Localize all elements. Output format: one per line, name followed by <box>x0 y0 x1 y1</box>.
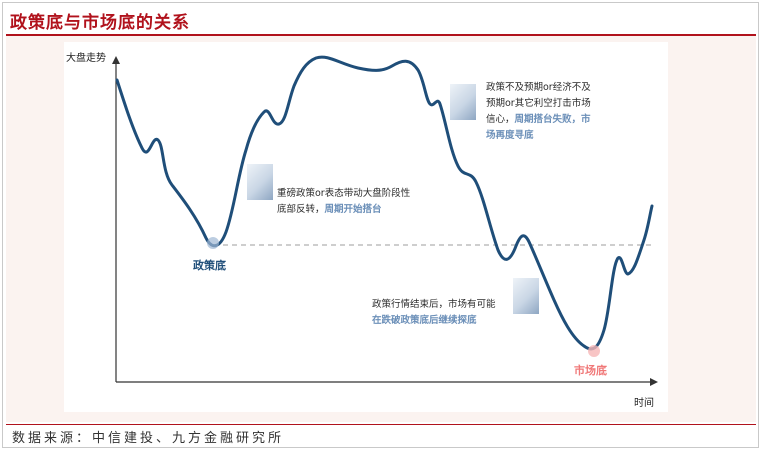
x-axis-arrow <box>650 378 658 386</box>
page-title: 政策底与市场底的关系 <box>10 13 190 33</box>
market-bottom-label: 市场底 <box>574 364 607 377</box>
chart-panel <box>64 42 668 412</box>
annotation-2-marker <box>450 84 476 120</box>
frame <box>2 2 759 448</box>
title-rule <box>6 34 756 36</box>
annotation-1-highlight: 周期开始搭台 <box>324 204 382 215</box>
annotation-2-line3: 信心， <box>486 114 515 125</box>
market-bottom-marker <box>588 345 600 357</box>
annotation-1-line2: 底部反转， <box>277 204 325 215</box>
y-axis-label: 大盘走势 <box>66 53 106 64</box>
annotation-2-line1: 政策不及预期or经济不及 <box>486 82 591 93</box>
annotation-1: 重磅政策or表态带动大盘阶段性 底部反转，周期开始搭台 <box>277 186 410 218</box>
annotation-2-highlight: 周期搭台失败，市 <box>514 114 591 125</box>
annotation-3-highlight: 在跌破政策底后继续探底 <box>372 315 477 326</box>
footer-rule <box>6 424 756 425</box>
x-axis-label: 时间 <box>634 398 654 409</box>
annotation-1-line1: 重磅政策or表态带动大盘阶段性 <box>277 188 411 199</box>
policy-bottom-marker <box>207 237 219 249</box>
policy-bottom-label: 政策底 <box>193 259 226 272</box>
annotation-3-line1: 政策行情结束后，市场有可能 <box>372 299 496 310</box>
annotation-2: 政策不及预期or经济不及 预期or其它利空打击市场 信心，周期搭台失败，市 场再… <box>486 80 591 144</box>
data-source: 数据来源：中信建投、九方金融研究所 <box>12 431 285 446</box>
annotation-3-marker <box>513 278 539 314</box>
annotation-2-line2: 预期or其它利空打击市场 <box>486 98 591 109</box>
annotation-1-marker <box>247 164 273 200</box>
annotation-2-highlight2: 场再度寻底 <box>486 130 534 141</box>
y-axis-arrow <box>112 56 120 64</box>
annotation-3: 政策行情结束后，市场有可能 在跌破政策底后继续探底 <box>372 297 496 329</box>
